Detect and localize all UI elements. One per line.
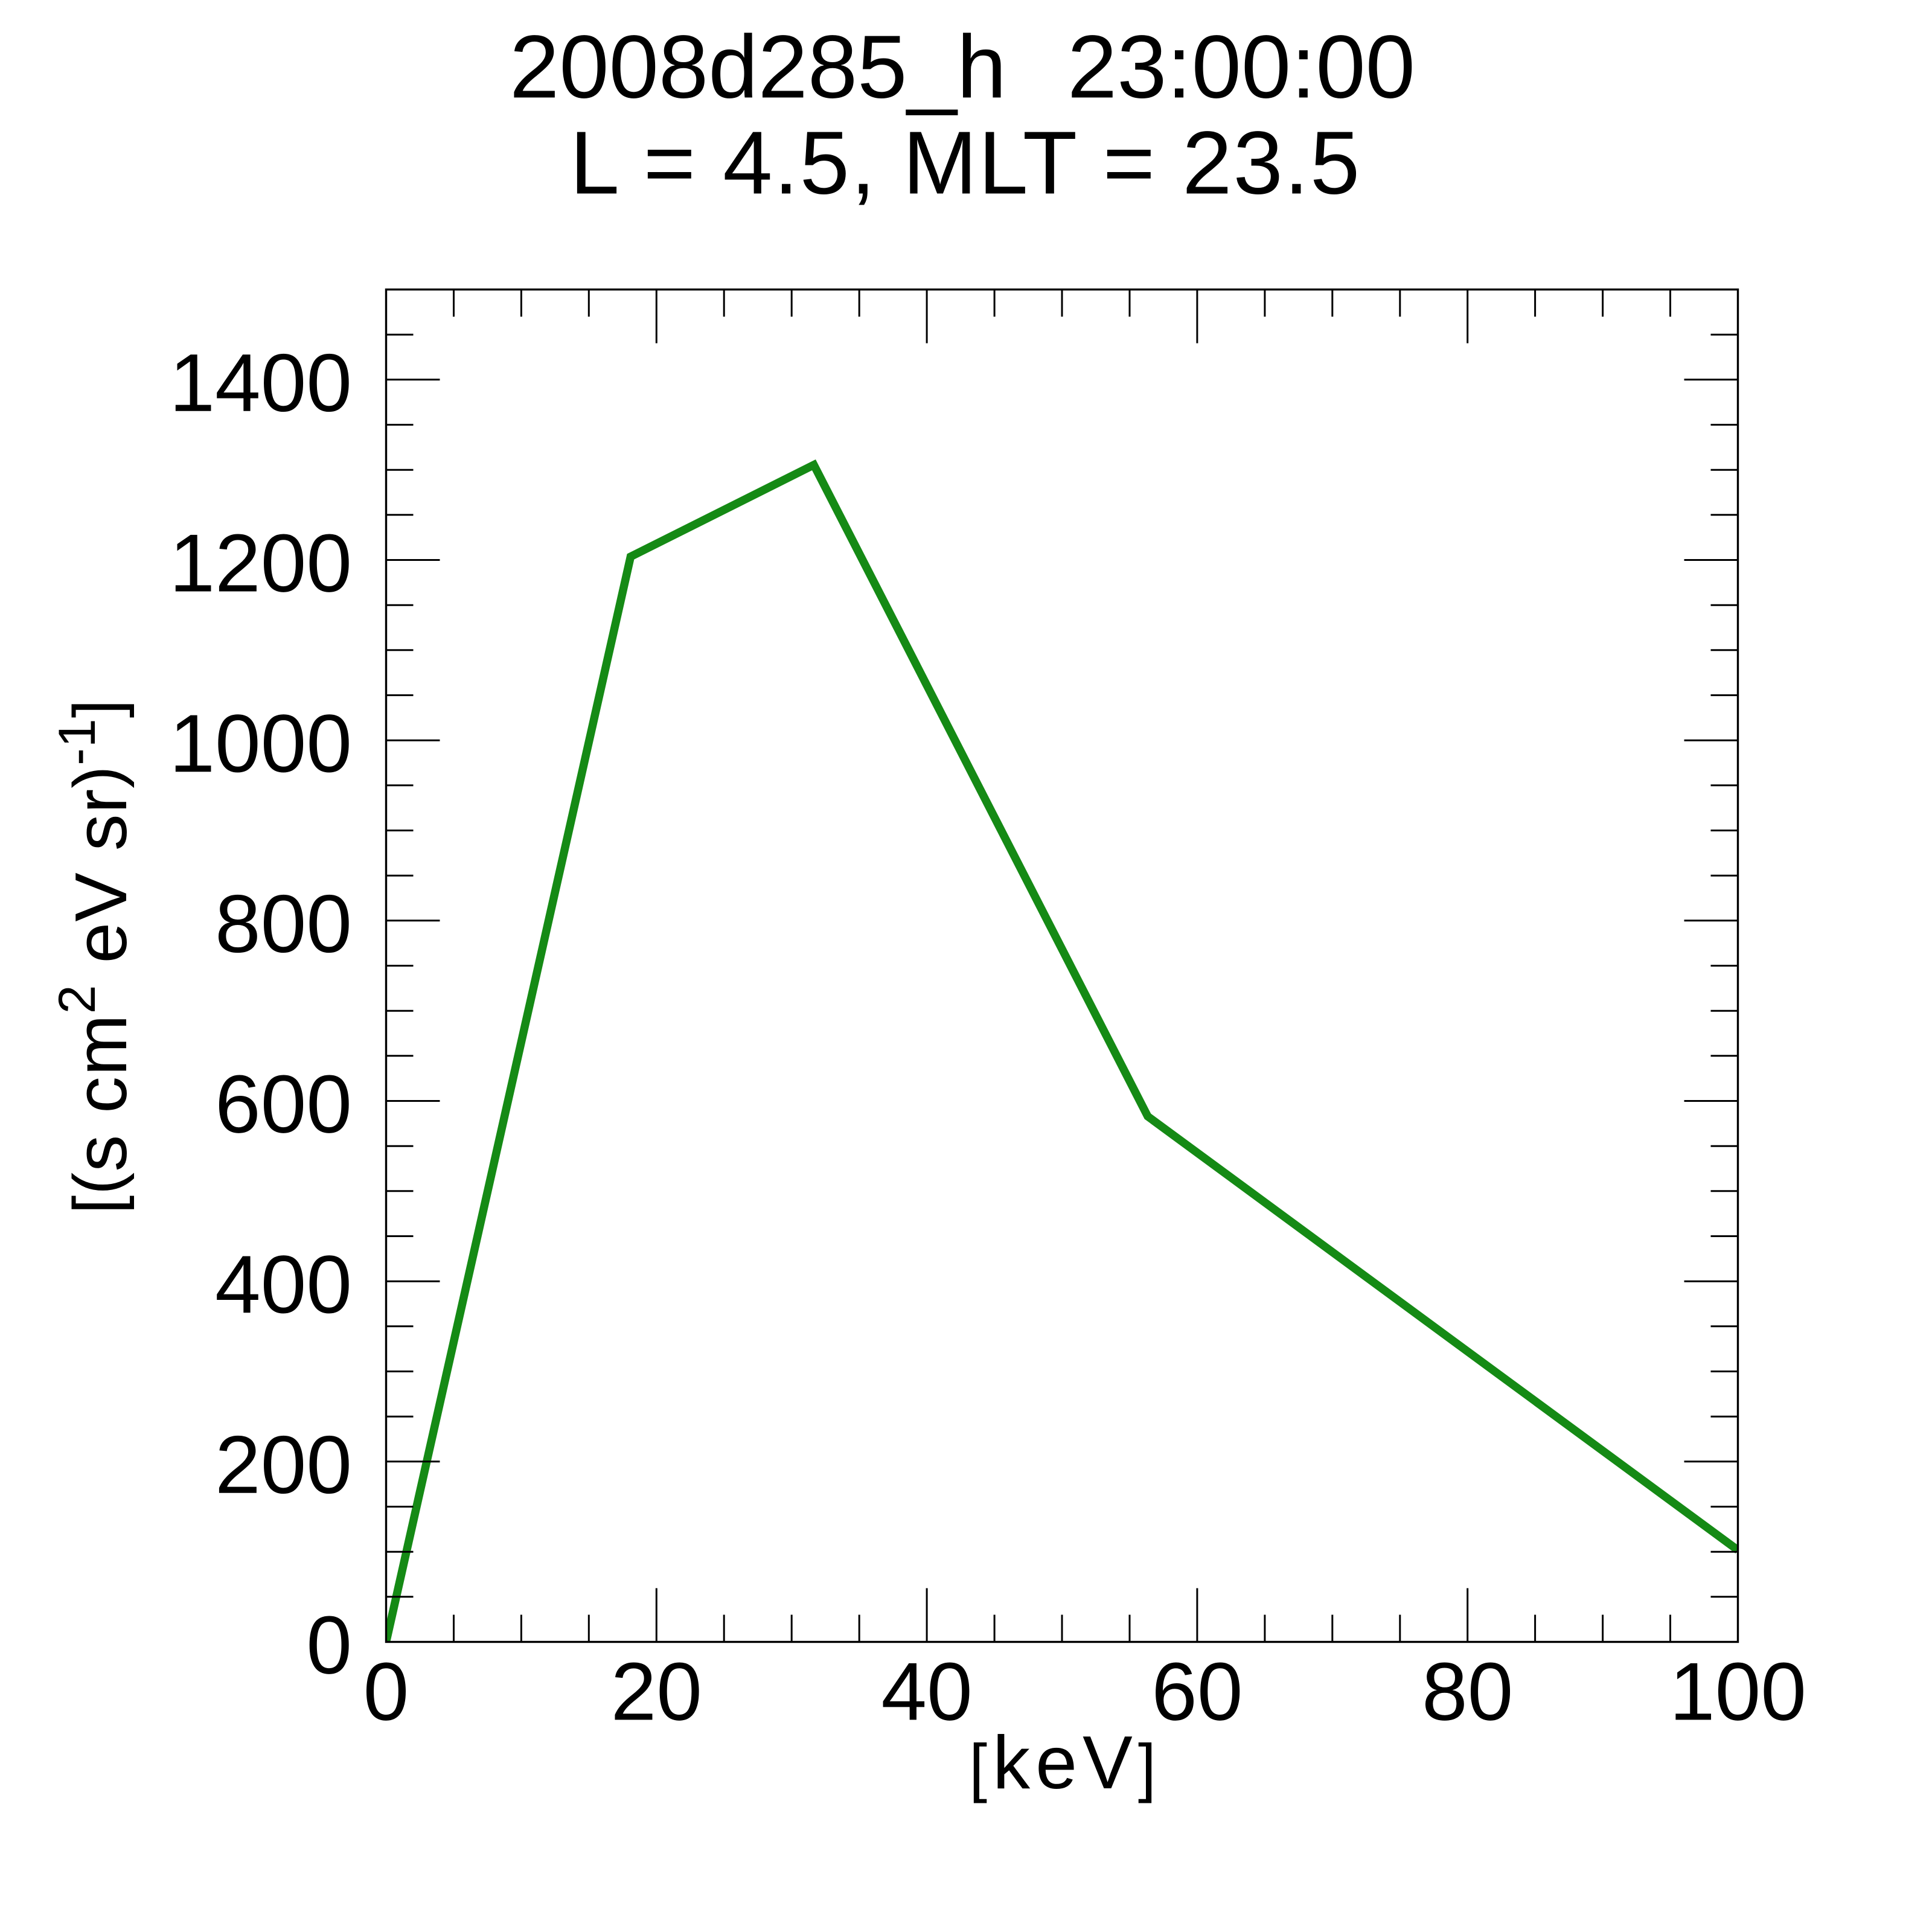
svg-text:100: 100	[1669, 1646, 1806, 1738]
svg-text:23:00:00: 23:00:00	[1067, 18, 1415, 117]
svg-text:20: 20	[611, 1646, 702, 1738]
svg-text:60: 60	[1151, 1646, 1243, 1738]
svg-text:[(s cm2 eV sr)-1]: [(s cm2 eV sr)-1]	[48, 699, 142, 1214]
svg-text:0: 0	[363, 1646, 409, 1738]
svg-text:200: 200	[215, 1419, 352, 1511]
svg-text:[keV]: [keV]	[969, 1721, 1162, 1805]
svg-text:0: 0	[306, 1599, 352, 1691]
svg-text:40: 40	[881, 1646, 972, 1738]
svg-text:1200: 1200	[169, 517, 352, 609]
svg-text:1000: 1000	[169, 697, 352, 789]
svg-text:80: 80	[1422, 1646, 1513, 1738]
svg-text:800: 800	[215, 878, 352, 970]
svg-text:L = 4.5, MLT = 23.5: L = 4.5, MLT = 23.5	[570, 114, 1361, 213]
svg-text:2008d285_h: 2008d285_h	[510, 18, 1006, 117]
svg-text:400: 400	[215, 1238, 352, 1330]
svg-text:1400: 1400	[169, 337, 352, 429]
svg-text:600: 600	[215, 1058, 352, 1150]
